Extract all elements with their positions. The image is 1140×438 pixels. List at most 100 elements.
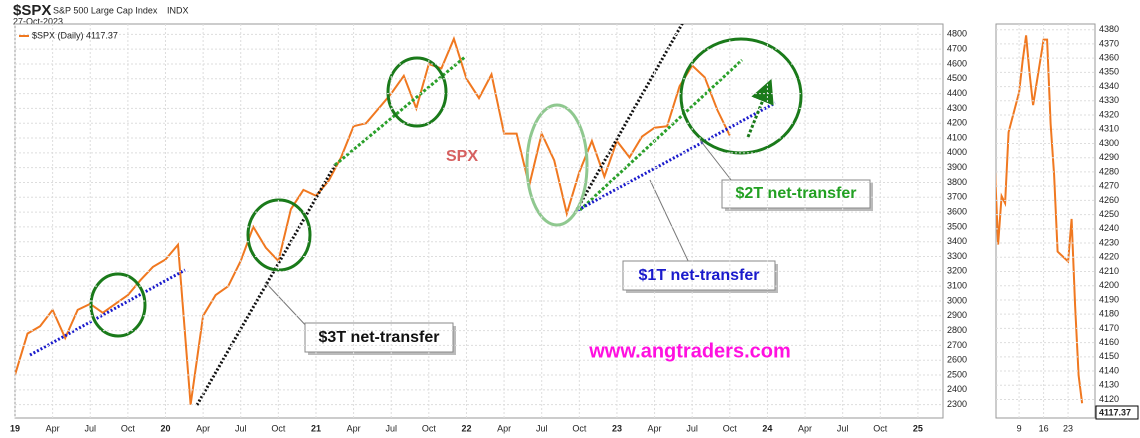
x-tick-label: 25 (913, 423, 923, 433)
callout-box (622, 260, 776, 291)
y-tick-label: 3700 (947, 192, 967, 202)
y-tick-label: 4230 (1099, 237, 1119, 247)
y-tick-label: 2400 (947, 384, 967, 394)
x-tick-label: 20 (160, 423, 170, 433)
circle (89, 272, 147, 338)
x-tick-label: Jul (686, 423, 698, 433)
x-tick-label: Apr (497, 423, 511, 433)
callout-box (304, 322, 454, 353)
y-tick-label: 4100 (947, 132, 967, 142)
y-tick-label: 4600 (947, 58, 967, 68)
y-tick-label: 4310 (1099, 124, 1119, 134)
x-tick-label: 21 (311, 423, 321, 433)
y-tick-label: 3900 (947, 162, 967, 172)
y-tick-label: 4280 (1099, 166, 1119, 176)
x-tick-label: Jul (536, 423, 548, 433)
y-tick-label: 2900 (947, 310, 967, 320)
y-tick-label: 3200 (947, 266, 967, 276)
last-value: 4117.37 (1099, 407, 1131, 417)
annotation: SPX (446, 148, 478, 165)
y-tick-label: 4170 (1099, 323, 1119, 333)
x-tick-label: Apr (196, 423, 210, 433)
y-tick-label: 4140 (1099, 365, 1119, 375)
y-tick-label: 4130 (1099, 380, 1119, 390)
y-tick-label: 4300 (947, 103, 967, 113)
y-tick-label: 3400 (947, 236, 967, 246)
x-tick-label: Jul (84, 423, 96, 433)
x-tick-label: 24 (762, 423, 772, 433)
leader (699, 139, 736, 186)
arrow (746, 78, 774, 138)
y-tick-label: 4250 (1099, 209, 1119, 219)
x-tick-label: Jul (837, 423, 849, 433)
index-name: S&P 500 Large Cap Index (53, 5, 158, 15)
leader (649, 179, 691, 266)
y-tick-label: 4190 (1099, 294, 1119, 304)
y-tick-label: 4360 (1099, 53, 1119, 63)
y-tick-label: 4300 (1099, 138, 1119, 148)
x-tick-label: Apr (46, 423, 60, 433)
y-tick-label: 4320 (1099, 109, 1119, 119)
y-tick-label: 4290 (1099, 152, 1119, 162)
x-tick-label: Oct (572, 423, 587, 433)
y-tick-label: 3500 (947, 221, 967, 231)
price-line (15, 35, 731, 405)
date: 27-Oct-2023 (13, 16, 63, 26)
x-tick-label: 22 (461, 423, 471, 433)
y-tick-label: 4000 (947, 147, 967, 157)
y-tick-label: 4200 (1099, 280, 1119, 290)
circle (246, 198, 312, 272)
x-tick-label: Oct (873, 423, 888, 433)
y-tick-label: 3000 (947, 295, 967, 305)
last-value-box (1095, 405, 1139, 420)
circle (386, 56, 448, 128)
y-tick-label: 4180 (1099, 309, 1119, 319)
trend-line (578, 58, 744, 212)
exchange: INDX (167, 5, 189, 15)
trend-line (195, 164, 337, 406)
y-tick-label: 2500 (947, 369, 967, 379)
x-tick-label: Jul (235, 423, 247, 433)
x-tick-label: Apr (798, 423, 812, 433)
y-tick-label: 4330 (1099, 95, 1119, 105)
y-tick-label: 4240 (1099, 223, 1119, 233)
y-tick-label: 4150 (1099, 351, 1119, 361)
annotation: $1T net-transfer (639, 267, 760, 284)
y-tick-label: 2600 (947, 355, 967, 365)
y-tick-label: 3600 (947, 206, 967, 216)
y-tick-label: 3800 (947, 177, 967, 187)
x-tick-label: 16 (1039, 423, 1049, 433)
y-tick-label: 4400 (947, 88, 967, 98)
inset-frame (995, 23, 1096, 419)
y-tick-label: 4800 (947, 29, 967, 39)
annotation: $3T net-transfer (319, 329, 440, 346)
circle (525, 103, 589, 227)
y-tick-label: 2300 (947, 399, 967, 409)
y-tick-label: 4200 (947, 118, 967, 128)
y-tick-label: 2800 (947, 325, 967, 335)
y-tick-label: 4380 (1099, 24, 1119, 34)
trend-line (573, 24, 684, 214)
y-tick-label: 4350 (1099, 67, 1119, 77)
y-tick-label: 3300 (947, 251, 967, 261)
x-tick-label: Oct (271, 423, 286, 433)
y-tick-label: 4340 (1099, 81, 1119, 91)
symbol: $SPX (13, 2, 51, 19)
callout-box (721, 179, 871, 209)
trend-line (577, 101, 776, 212)
annotation: $2T net-transfer (736, 185, 857, 202)
x-tick-label: 23 (1063, 423, 1073, 433)
x-tick-label: 23 (612, 423, 622, 433)
x-tick-label: Apr (648, 423, 662, 433)
price-line (996, 35, 1084, 404)
x-tick-label: Oct (723, 423, 738, 433)
y-tick-label: 4120 (1099, 394, 1119, 404)
circle (679, 37, 803, 155)
x-tick-label: Oct (422, 423, 437, 433)
y-tick-label: 4270 (1099, 181, 1119, 191)
x-tick-label: Oct (121, 423, 136, 433)
trend-line (29, 268, 186, 357)
x-tick-label: 19 (10, 423, 20, 433)
